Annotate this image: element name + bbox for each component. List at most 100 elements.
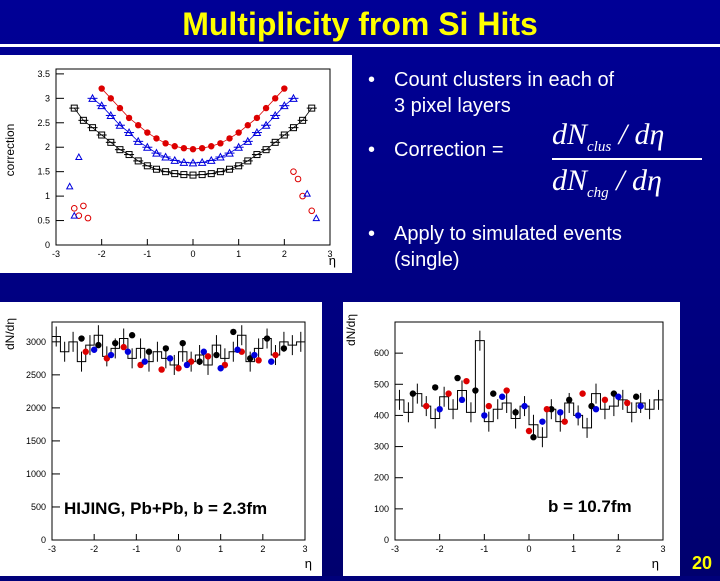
x-axis-label: η xyxy=(329,253,336,268)
data-point xyxy=(112,339,119,347)
data-point xyxy=(204,353,212,360)
x-tick-label: 3 xyxy=(302,544,307,554)
data-point xyxy=(637,402,644,410)
bullet-symbol: • xyxy=(368,69,376,91)
data-point xyxy=(436,406,443,413)
data-point xyxy=(463,377,470,385)
data-point xyxy=(179,339,186,347)
formula-num-sub: clus xyxy=(587,139,612,155)
data-point xyxy=(557,409,564,416)
data-point xyxy=(485,402,492,410)
data-point xyxy=(80,202,87,210)
bullet-line: Apply to simulated events xyxy=(394,223,622,245)
bullet-symbol: • xyxy=(368,139,376,161)
data-point xyxy=(409,390,417,397)
data-point xyxy=(525,427,533,435)
data-point xyxy=(312,214,321,222)
data-point xyxy=(78,335,85,342)
y-tick-label: 1000 xyxy=(26,469,46,479)
y-tick-label: 500 xyxy=(374,379,389,389)
series-line xyxy=(92,98,294,164)
y-axis-label: correction xyxy=(3,124,17,177)
x-tick-label: -2 xyxy=(90,544,98,554)
bullet-symbol: • xyxy=(368,223,376,245)
series-line xyxy=(73,107,313,176)
data-point xyxy=(183,361,191,369)
correction-plot-panel: -3 -2 -1 0 1 2 3 0 0.5 1 1.5 2 2.5 3 3.5 correction η xyxy=(0,55,352,273)
y-tick-label: 300 xyxy=(374,442,389,452)
histogram-line xyxy=(395,340,663,438)
data-point xyxy=(432,384,439,391)
y-tick-label: 0 xyxy=(45,240,50,250)
data-point xyxy=(308,207,316,215)
y-tick-label: 1 xyxy=(45,191,50,201)
y-tick-label: 2000 xyxy=(26,403,46,413)
data-point xyxy=(141,358,148,365)
x-tick-label: 0 xyxy=(176,544,181,554)
x-tick-label: -3 xyxy=(52,249,60,259)
y-tick-label: 100 xyxy=(374,504,389,514)
data-point xyxy=(539,418,546,425)
bullet-line: Count clusters in each of xyxy=(394,69,615,91)
data-point xyxy=(592,406,600,413)
central-chart: -3 -2 -1 0 1 2 3 0 500 1000 1500 2000 2500 3000 dN/dη η… xyxy=(3,318,312,571)
data-point xyxy=(610,390,618,397)
correction-formula: dNclus / dη dNchg / dη xyxy=(552,118,702,208)
y-tick-label: 1500 xyxy=(26,436,46,446)
data-point xyxy=(166,355,174,362)
data-point xyxy=(290,168,297,175)
x-tick-label: 0 xyxy=(190,249,195,259)
x-tick-label: 1 xyxy=(218,544,223,554)
x-tick-label: 3 xyxy=(327,249,332,259)
x-tick-label: 0 xyxy=(526,544,531,554)
data-point xyxy=(574,412,582,419)
data-point xyxy=(128,332,136,339)
data-point xyxy=(70,205,78,212)
peripheral-plot-panel: -3 -2 -1 0 1 2 3 0 100 200 300 400 500 600 dN/dη η b = 1… xyxy=(343,302,680,576)
data-point xyxy=(579,390,586,397)
data-point xyxy=(272,351,279,359)
histogram-line xyxy=(52,334,305,366)
data-point xyxy=(303,189,312,197)
data-point xyxy=(445,390,452,397)
data-point xyxy=(213,351,220,359)
central-plot-panel: -3 -2 -1 0 1 2 3 0 500 1000 1500 2000 2500 3000 dN/dη η… xyxy=(0,302,322,576)
data-point xyxy=(145,348,153,355)
data-point xyxy=(82,348,89,355)
data-point xyxy=(230,328,237,336)
y-tick-label: 2500 xyxy=(26,370,46,380)
data-point xyxy=(472,387,479,394)
x-axis-label: η xyxy=(305,556,312,571)
x-tick-label: 1 xyxy=(236,249,241,259)
data-point xyxy=(124,348,132,355)
y-tick-label: 200 xyxy=(374,473,389,483)
y-tick-label: 3000 xyxy=(26,337,46,347)
x-tick-label: -1 xyxy=(132,544,140,554)
data-point xyxy=(74,152,83,160)
data-point xyxy=(499,393,506,400)
data-point xyxy=(158,366,165,373)
y-axis-label: dN/dη xyxy=(344,314,358,346)
data-point xyxy=(217,365,224,372)
formula-num-d: dN xyxy=(552,118,588,151)
x-tick-label: -2 xyxy=(98,249,106,259)
x-tick-label: 2 xyxy=(282,249,287,259)
formula-den-d: dN xyxy=(552,164,588,197)
y-axis-label: dN/dη xyxy=(3,318,17,350)
data-point xyxy=(268,358,275,365)
slide-number: 20 xyxy=(691,553,712,573)
x-axis-label: η xyxy=(652,556,659,571)
x-tick-label: -1 xyxy=(143,249,151,259)
y-tick-label: 0.5 xyxy=(37,216,50,226)
data-point xyxy=(263,335,271,342)
data-point xyxy=(503,387,510,394)
x-tick-label: 2 xyxy=(260,544,265,554)
x-tick-label: -1 xyxy=(480,544,488,554)
x-tick-label: -3 xyxy=(391,544,399,554)
correction-chart: -3 -2 -1 0 1 2 3 0 0.5 1 1.5 2 2.5 3 3.5 correction η xyxy=(3,68,336,268)
y-tick-label: 0 xyxy=(41,535,46,545)
data-point xyxy=(490,390,497,397)
chart-annotation: b = 10.7fm xyxy=(548,497,632,516)
data-point xyxy=(615,393,622,400)
plot-frame xyxy=(55,68,331,246)
